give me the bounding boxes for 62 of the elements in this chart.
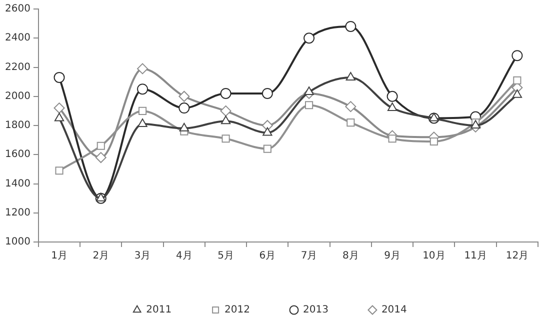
legend-label: 2011 (146, 304, 172, 316)
x-tick-label: 8月 (342, 250, 359, 262)
y-tick-label: 1400 (4, 178, 30, 190)
point (178, 90, 190, 102)
point (387, 102, 398, 112)
point (96, 142, 105, 150)
x-tick-label: 11月 (464, 250, 487, 262)
x-tick-label: 9月 (384, 250, 400, 262)
y-tick-label: 2000 (4, 90, 30, 102)
point (54, 112, 64, 122)
x-tick-label: 5月 (218, 250, 234, 262)
y-tick-label: 2200 (4, 62, 30, 73)
x-tick-label: 12月 (506, 250, 529, 262)
legend-label: 2014 (381, 304, 407, 316)
point (137, 63, 148, 74)
x-tick-label: 7月 (300, 250, 318, 262)
point (346, 72, 356, 80)
x-tick-label: 4月 (176, 250, 192, 262)
point (178, 102, 190, 114)
point (262, 127, 272, 136)
point (220, 116, 231, 124)
point (429, 112, 439, 122)
point (305, 101, 314, 110)
point (430, 137, 438, 146)
point (138, 106, 147, 115)
point (345, 101, 356, 112)
point (137, 84, 148, 95)
point (138, 118, 148, 128)
point (220, 88, 232, 99)
point (513, 76, 522, 84)
x-tick-label: 2月 (92, 250, 110, 262)
point (54, 72, 65, 83)
point (95, 152, 106, 164)
point (262, 120, 273, 131)
point (512, 89, 522, 98)
x-tick-label: 6月 (259, 250, 276, 262)
legend-label: 2012 (224, 304, 250, 316)
point (304, 32, 315, 44)
point (96, 192, 106, 202)
point (346, 118, 355, 127)
point (304, 86, 314, 96)
point (55, 166, 64, 175)
point (263, 144, 272, 153)
y-tick-label: 1600 (4, 149, 30, 160)
point (386, 90, 398, 102)
point (345, 20, 356, 32)
legend-label: 2013 (303, 304, 328, 316)
y-tick-label: 2400 (4, 32, 30, 44)
y-tick-label: 1000 (4, 236, 30, 248)
point (179, 122, 189, 132)
y-tick-label: 1200 (4, 207, 30, 218)
point (512, 50, 523, 62)
point (222, 134, 230, 143)
y-tick-label: 2600 (4, 4, 30, 15)
point (388, 134, 396, 143)
x-tick-label: 10月 (422, 250, 446, 262)
x-tick-label: 3月 (134, 250, 151, 262)
point (220, 105, 232, 116)
y-tick-label: 1800 (4, 120, 30, 132)
point (54, 102, 65, 114)
point (262, 88, 273, 99)
x-tick-label: 1月 (51, 250, 68, 262)
